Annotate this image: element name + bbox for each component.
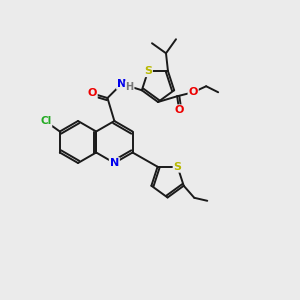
Text: Cl: Cl xyxy=(40,116,51,127)
Text: N: N xyxy=(117,79,126,89)
Text: S: S xyxy=(174,162,182,172)
Text: N: N xyxy=(110,158,119,168)
Text: S: S xyxy=(144,66,152,76)
Text: O: O xyxy=(188,87,198,97)
Text: O: O xyxy=(88,88,97,98)
Text: H: H xyxy=(126,82,134,92)
Text: O: O xyxy=(175,105,184,115)
